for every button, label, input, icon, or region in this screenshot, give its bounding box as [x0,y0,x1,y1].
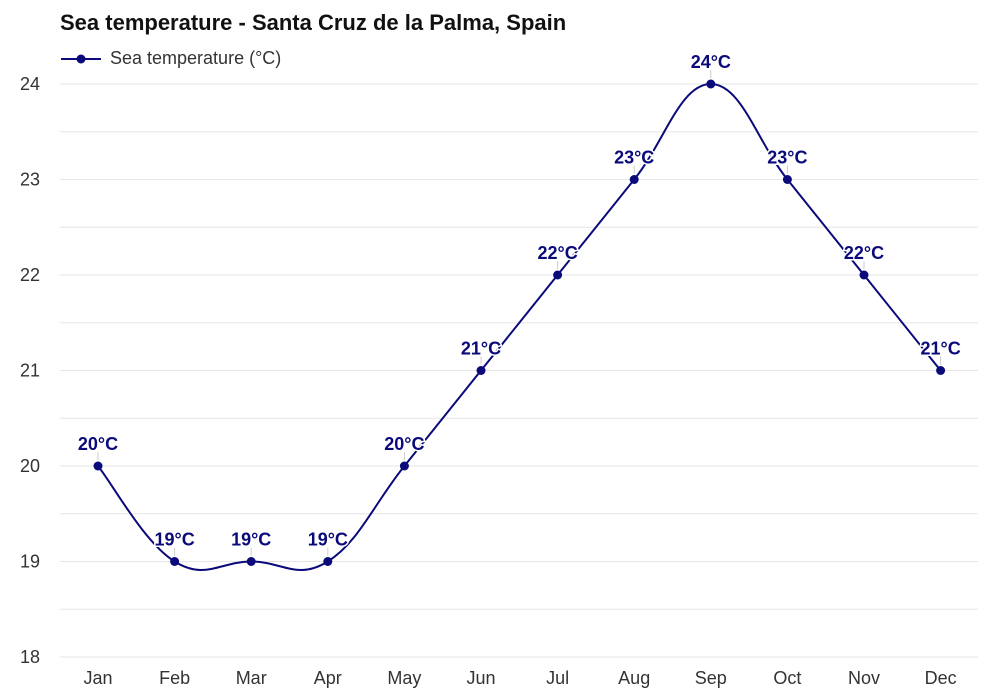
x-tick-label: Jun [466,668,495,688]
x-tick-label: Jul [546,668,569,688]
data-label: 22°C [537,243,577,263]
data-point [706,79,716,89]
data-label: 21°C [920,339,960,359]
legend-line-icon [61,54,101,63]
y-tick-label: 21 [20,361,40,381]
y-tick-label: 22 [20,265,40,285]
data-label: 20°C [78,434,118,454]
data-label: 19°C [308,530,348,550]
x-tick-label: Aug [618,668,650,688]
series-line [97,82,942,571]
x-tick-label: Feb [159,668,190,688]
data-point [93,461,103,471]
legend-label: Sea temperature (°C) [110,48,282,68]
data-point [629,175,639,184]
x-tick-label: May [387,668,421,688]
data-point [170,557,180,566]
data-point [399,461,409,471]
data-point [246,557,256,566]
chart-title: Sea temperature - Santa Cruz de la Palma… [60,10,567,35]
data-point [323,557,333,566]
x-tick-label: Sep [695,668,727,688]
x-tick-label: Dec [925,668,957,688]
data-label: 23°C [767,148,807,168]
data-label: 24°C [691,52,731,72]
data-point [476,366,486,375]
data-label: 22°C [844,243,884,263]
data-label: 19°C [154,530,194,550]
y-tick-label: 20 [20,456,40,476]
data-point [553,270,563,280]
x-tick-label: Oct [773,668,801,688]
y-tick-label: 19 [20,552,40,572]
data-point [782,175,792,184]
data-label: 23°C [614,148,654,168]
data-point [936,366,946,375]
x-tick-label: Nov [848,668,880,688]
x-tick-label: Apr [314,668,342,688]
y-tick-label: 24 [20,74,40,94]
x-tick-label: Jan [83,668,112,688]
y-tick-label: 23 [20,170,40,190]
data-point [859,270,869,280]
data-label: 19°C [231,530,271,550]
data-label: 21°C [461,339,501,359]
data-label: 20°C [384,434,424,454]
y-tick-label: 18 [20,647,40,667]
x-tick-label: Mar [236,668,267,688]
legend[interactable]: Sea temperature (°C) [60,48,281,69]
